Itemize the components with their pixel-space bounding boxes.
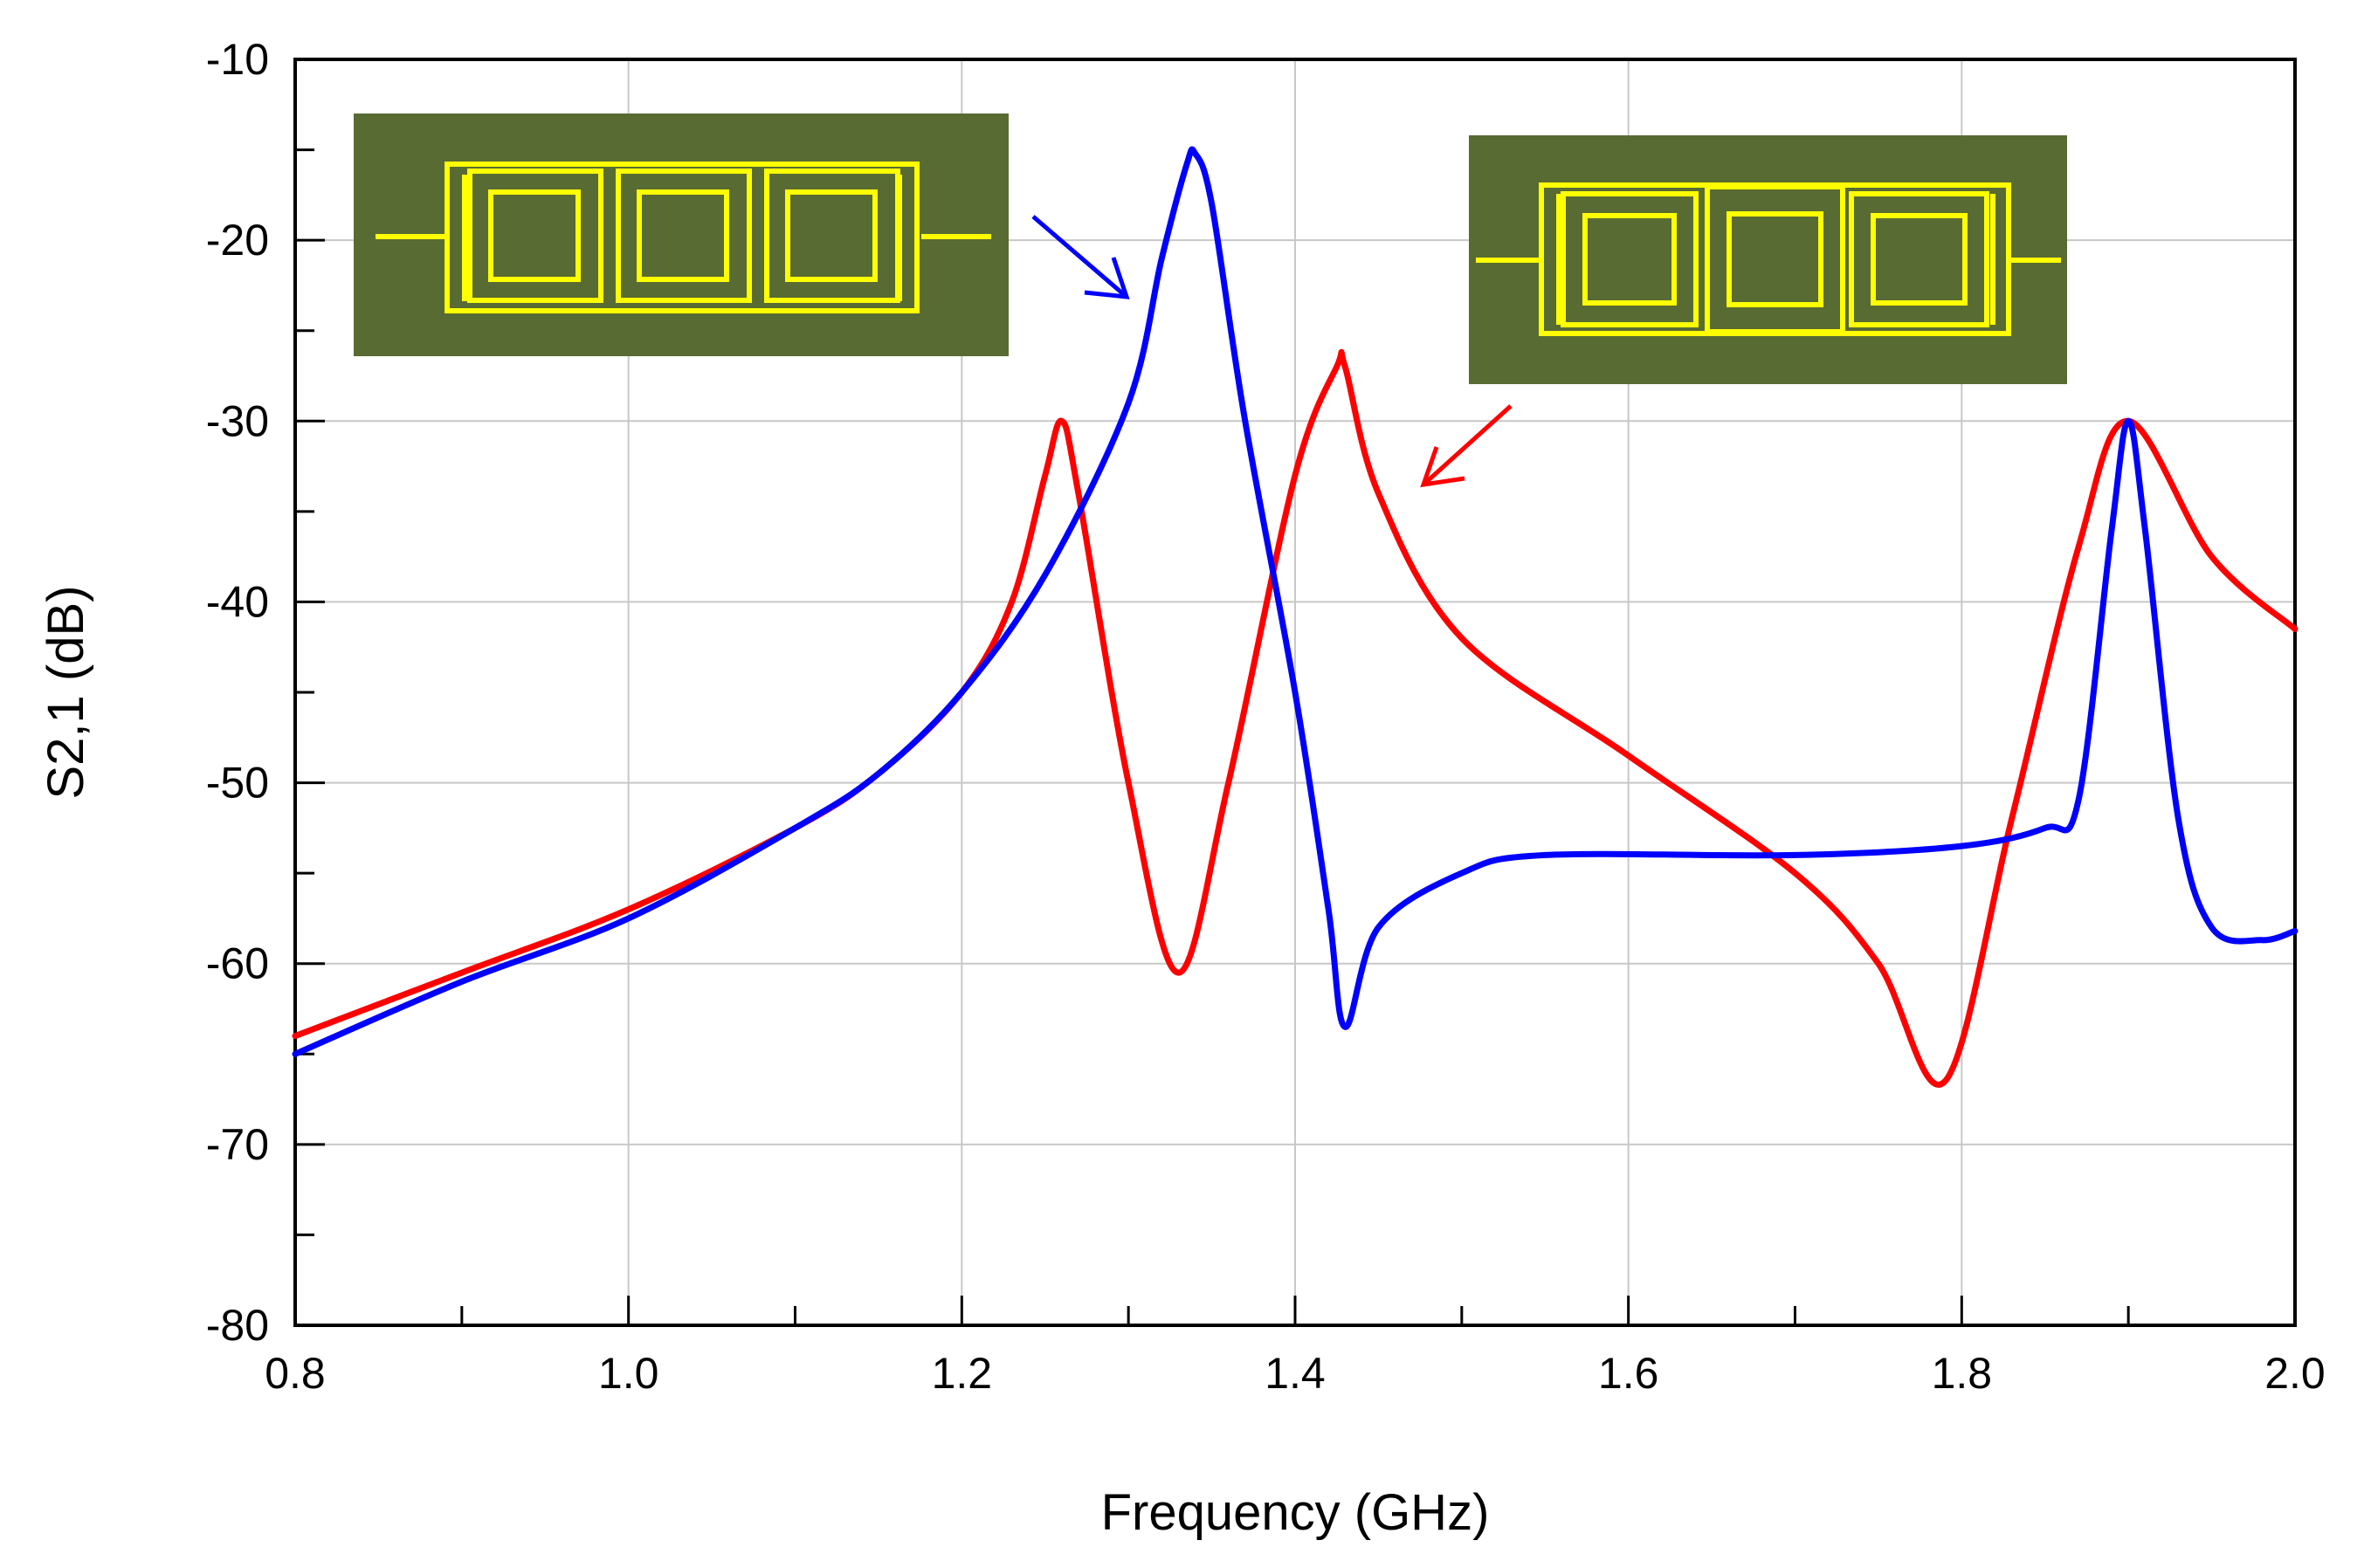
inset-layout-blue [354, 113, 1009, 356]
x-tick-label-6: 2.0 [2264, 1349, 2326, 1398]
arrow-to-blue-curve [1031, 215, 1130, 299]
series-line-1 [292, 146, 2299, 1057]
x-tick-label-0: 0.8 [265, 1349, 326, 1398]
x-tick-label-1: 1.0 [598, 1349, 659, 1398]
x-tick-labels: 0.8 1.0 1.2 1.4 1.6 1.8 2.0 [265, 1349, 2326, 1398]
x-tick-label-2: 1.2 [932, 1349, 993, 1398]
x-tick-label-4: 1.6 [1598, 1349, 1659, 1398]
y-tick-label-3: -40 [206, 577, 269, 626]
y-tick-label-4: -50 [206, 759, 269, 808]
y-tick-label-7: -80 [206, 1301, 269, 1350]
series-layer [292, 146, 2299, 1088]
inset-layout-red [1469, 135, 2067, 384]
plot-frame [293, 58, 2297, 1327]
y-tick-label-0: -10 [206, 35, 269, 84]
x-tick-label-3: 1.4 [1265, 1349, 1326, 1398]
y-axis-label: S2,1 (dB) [38, 586, 94, 800]
y-tick-label-5: -60 [206, 939, 269, 988]
y-tick-label-2: -30 [206, 396, 269, 445]
y-tick-label-6: -70 [206, 1120, 269, 1169]
y-tick-labels: -10 -20 -30 -40 -50 -60 -70 -80 [206, 35, 269, 1350]
y-tick-label-1: -20 [206, 216, 269, 265]
x-axis-label: Frequency (GHz) [1101, 1484, 1490, 1541]
arrow-to-red-curve [1420, 404, 1513, 488]
x-tick-label-5: 1.8 [1932, 1349, 1993, 1398]
